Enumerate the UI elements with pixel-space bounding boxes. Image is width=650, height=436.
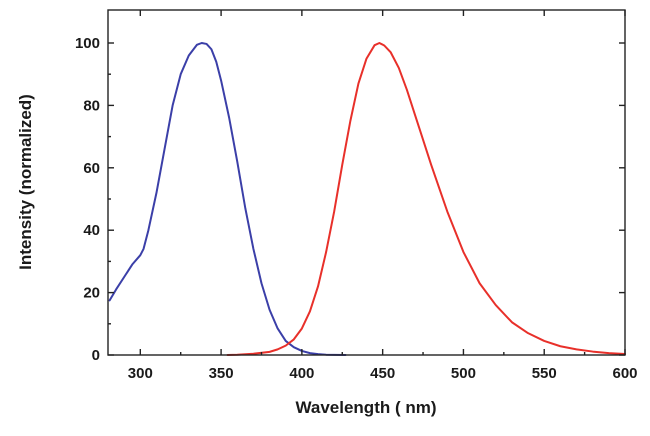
y-tick-label: 40: [83, 222, 100, 239]
y-axis: 0 20 40 60 80 100: [75, 35, 625, 364]
x-tick-label: 300: [128, 365, 153, 382]
x-tick-label: 400: [289, 365, 314, 382]
series-line-red: [226, 42, 626, 356]
series-line-blue: [108, 42, 347, 356]
plot-frame: [107, 9, 626, 356]
plot-area: [108, 42, 626, 356]
x-axis: 300 350 400 450 500 550 600: [128, 10, 638, 382]
x-tick-label: 450: [370, 365, 395, 382]
x-axis-title: Wavelength ( nm): [295, 398, 436, 417]
y-tick-label: 80: [83, 97, 100, 114]
x-tick-label: 550: [532, 365, 557, 382]
x-tick-label: 350: [209, 365, 234, 382]
y-tick-label: 100: [75, 35, 100, 52]
y-tick-label: 20: [83, 285, 100, 302]
x-tick-label: 600: [612, 365, 637, 382]
y-tick-label: 60: [83, 160, 100, 177]
y-axis-title: Intensity (normalized): [16, 94, 35, 270]
y-tick-label: 0: [92, 347, 100, 364]
x-tick-label: 500: [451, 365, 476, 382]
